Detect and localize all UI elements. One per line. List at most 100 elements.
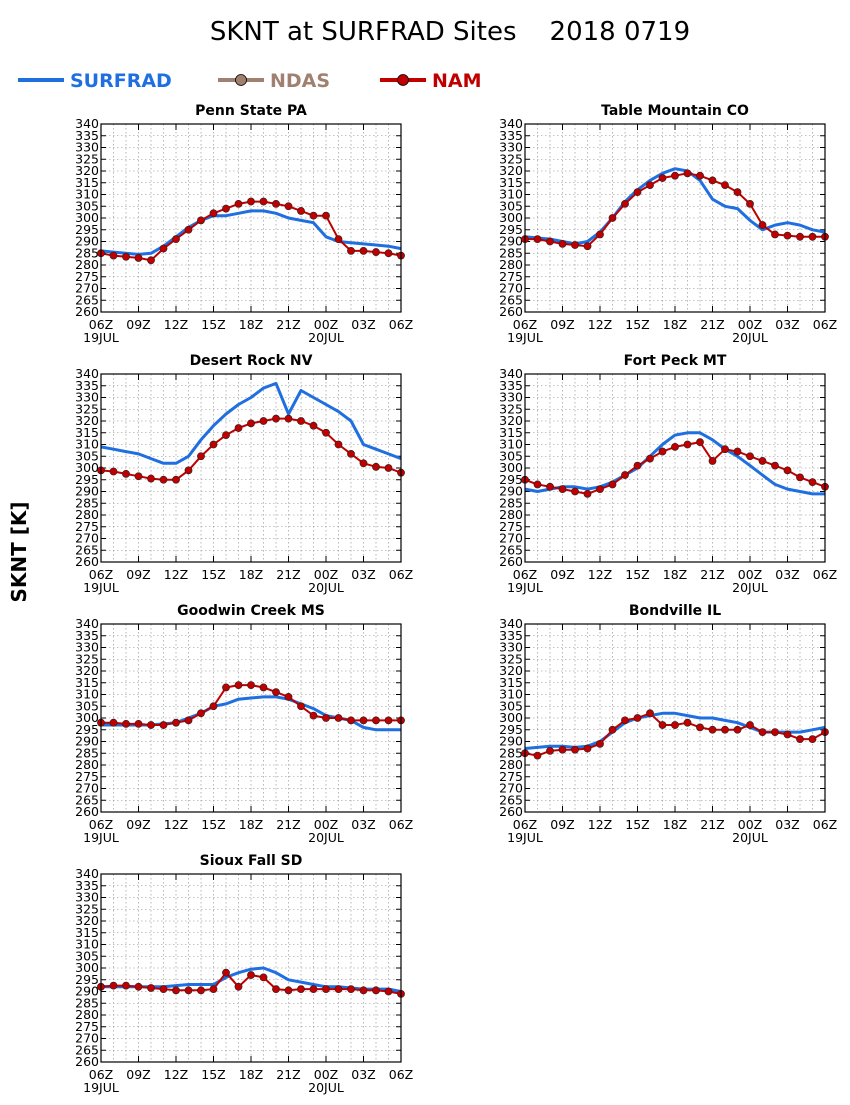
legend: SURFRAD NDAS NAM	[18, 70, 482, 92]
data-point	[608, 480, 617, 489]
y-tick-label: 270	[75, 1031, 99, 1046]
y-tick-label: 300	[75, 710, 99, 725]
x-tick-label: 12Z	[588, 567, 612, 582]
x-date-label: 19JUL	[83, 580, 119, 595]
data-point	[808, 232, 817, 241]
data-point	[796, 735, 804, 744]
data-point	[583, 489, 592, 498]
data-point	[134, 472, 143, 481]
data-point	[533, 235, 542, 244]
data-point	[533, 480, 542, 489]
y-tick-label: 265	[75, 792, 99, 807]
data-point	[608, 214, 617, 222]
x-tick-label: 21Z	[276, 317, 300, 332]
data-point	[633, 188, 642, 197]
data-point	[546, 747, 554, 755]
x-tick-label: 18Z	[663, 567, 687, 582]
y-tick-label: 260	[75, 554, 99, 569]
y-tick-label: 320	[499, 413, 523, 428]
data-point	[583, 744, 592, 753]
panel-title: Table Mountain CO	[601, 103, 749, 119]
x-tick-label: 00Z	[314, 317, 338, 332]
data-point	[197, 709, 205, 718]
y-tick-label: 290	[499, 234, 523, 249]
x-tick-label: 06Z	[89, 317, 113, 332]
x-tick-label: 18Z	[239, 567, 263, 582]
data-point	[259, 683, 268, 692]
y-tick-label: 265	[75, 542, 99, 557]
x-tick-label: 06Z	[389, 817, 413, 832]
y-tick-label: 320	[499, 163, 523, 178]
x-tick-label: 21Z	[700, 317, 724, 332]
data-point	[259, 417, 268, 425]
y-tick-label: 335	[75, 628, 99, 643]
x-tick-label: 09Z	[126, 317, 150, 332]
y-tick-label: 280	[499, 507, 523, 522]
y-tick-label: 340	[499, 616, 523, 631]
data-point	[334, 714, 343, 722]
data-point	[571, 745, 579, 754]
data-point	[608, 725, 617, 734]
x-tick-label: 09Z	[550, 317, 574, 332]
y-tick-label: 310	[75, 187, 99, 202]
data-point	[658, 174, 667, 182]
panel-title: Goodwin Creek MS	[177, 603, 325, 619]
x-date-label: 19JUL	[507, 330, 543, 345]
y-tick-label: 300	[75, 210, 99, 225]
data-point	[334, 235, 343, 244]
plot-frame	[524, 373, 826, 563]
x-tick-label: 03Z	[351, 317, 375, 332]
y-tick-label: 315	[499, 425, 523, 440]
data-point	[109, 467, 118, 476]
data-point	[621, 471, 629, 479]
data-point	[209, 985, 218, 994]
series-line	[524, 711, 826, 750]
data-point	[347, 716, 355, 725]
data-point	[209, 209, 218, 218]
y-tick-label: 325	[75, 651, 99, 666]
data-point	[596, 230, 604, 239]
y-tick-label: 260	[499, 804, 523, 819]
x-tick-label: 06Z	[89, 1067, 113, 1082]
panel-bondville-il: Bondville IL2602652702752802852902953003…	[499, 603, 837, 845]
y-tick-label: 310	[499, 687, 523, 702]
series-line	[100, 209, 402, 256]
y-tick-label: 265	[499, 542, 523, 557]
data-point	[197, 986, 205, 995]
y-tick-label: 285	[499, 745, 523, 760]
legend-marker	[397, 74, 409, 86]
y-tick-label: 295	[499, 722, 523, 737]
y-tick-label: 335	[499, 628, 523, 643]
data-point	[733, 447, 742, 456]
data-point	[546, 482, 554, 491]
x-date-label: 20JUL	[732, 330, 768, 345]
data-point	[384, 464, 393, 472]
x-date-label: 19JUL	[507, 830, 543, 845]
data-point	[721, 445, 729, 454]
x-tick-label: 00Z	[314, 567, 338, 582]
y-tick-label: 305	[75, 698, 99, 713]
x-tick-label: 21Z	[700, 567, 724, 582]
x-tick-label: 09Z	[550, 567, 574, 582]
panel-sioux-fall-sd: Sioux Fall SD 260265270275280285290295300…	[75, 853, 413, 1095]
grid	[525, 124, 825, 312]
y-tick-label: 260	[75, 804, 99, 819]
data-point	[671, 442, 679, 451]
data-point	[658, 447, 667, 456]
data-point	[733, 725, 742, 734]
data-point	[134, 719, 143, 728]
data-point	[259, 973, 268, 982]
data-point	[708, 457, 717, 465]
plot-frame	[100, 123, 402, 313]
y-tick-label: 295	[75, 472, 99, 487]
y-tick-label: 315	[499, 175, 523, 190]
x-tick-label: 03Z	[775, 567, 799, 582]
y-tick-label: 305	[75, 198, 99, 213]
y-tick-label: 280	[499, 757, 523, 772]
x-tick-label: 12Z	[164, 567, 188, 582]
data-point	[758, 457, 767, 465]
x-tick-label: 15Z	[201, 317, 225, 332]
data-point	[272, 688, 280, 697]
y-tick-label: 290	[75, 734, 99, 749]
data-point	[122, 469, 130, 478]
